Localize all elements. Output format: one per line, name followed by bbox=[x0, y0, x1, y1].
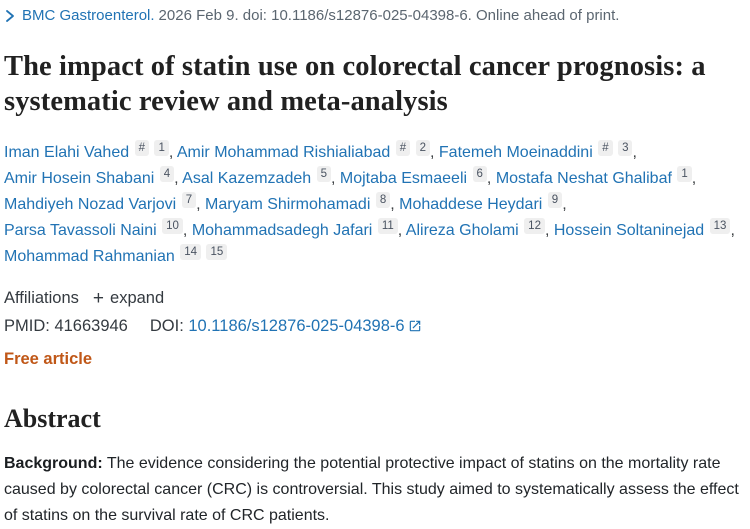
plus-icon: + bbox=[92, 287, 105, 309]
doi-link[interactable]: 10.1186/s12876-025-04398-6 bbox=[188, 317, 421, 335]
author-separator: , bbox=[562, 196, 567, 213]
author-separator: , bbox=[390, 196, 400, 213]
author-separator: , bbox=[730, 222, 735, 239]
author-separator: , bbox=[544, 222, 554, 239]
free-article-badge: Free article bbox=[4, 350, 93, 368]
identifiers-row: PMID: 41663946 DOI: 10.1186/s12876-025-04… bbox=[4, 317, 745, 338]
affiliation-number-badge[interactable]: 12 bbox=[524, 218, 545, 234]
abstract-background-paragraph: Background: The evidence considering the… bbox=[4, 451, 745, 529]
expand-label: expand bbox=[110, 289, 165, 307]
affiliation-number-badge[interactable]: 3 bbox=[618, 140, 633, 156]
author-separator: , bbox=[691, 170, 697, 187]
author-separator: , bbox=[430, 144, 439, 161]
affiliation-number-badge[interactable]: 1 bbox=[677, 166, 692, 182]
author-line: Iman Elahi Vahed # 1, Amir Mohammad Rish… bbox=[4, 140, 745, 166]
author-line: Mahdiyeh Nozad Varjovi 7, Maryam Shirmoh… bbox=[4, 192, 745, 218]
equal-contribution-badge[interactable]: # bbox=[395, 140, 411, 156]
affiliation-number-badge[interactable]: 4 bbox=[159, 166, 175, 182]
author-line: Parsa Tavassoli Naini 10, Mohammadsadegh… bbox=[4, 218, 745, 244]
doi-label: DOI: bbox=[149, 317, 184, 335]
author-link[interactable]: Mohammad Rahmanian bbox=[4, 248, 175, 265]
author-link[interactable]: Mahdiyeh Nozad Varjovi bbox=[4, 196, 177, 213]
author-link[interactable]: Amir Hosein Shabani bbox=[4, 170, 155, 187]
author-link[interactable]: Hossein Soltaninejad bbox=[553, 222, 705, 239]
author-separator: , bbox=[168, 144, 177, 161]
author-link[interactable]: Alireza Gholami bbox=[405, 222, 519, 239]
affiliations-row: Affiliations + expand bbox=[4, 289, 745, 308]
author-separator: , bbox=[632, 144, 637, 161]
citation-details: 2026 Feb 9. doi: 10.1186/s12876-025-0439… bbox=[158, 7, 620, 24]
affiliations-label: Affiliations bbox=[4, 289, 79, 307]
author-list: Iman Elahi Vahed # 1, Amir Mohammad Rish… bbox=[4, 140, 745, 270]
author-link[interactable]: Mostafa Neshat Ghalibaf bbox=[495, 170, 672, 187]
author-link[interactable]: Parsa Tavassoli Naini bbox=[4, 222, 157, 239]
affiliation-number-badge[interactable]: 9 bbox=[547, 192, 563, 208]
affiliation-number-badge[interactable]: 7 bbox=[181, 192, 197, 208]
author-separator: , bbox=[196, 196, 205, 213]
doi-group: DOI: 10.1186/s12876-025-04398-6 bbox=[150, 317, 422, 335]
affiliation-number-badge[interactable]: 6 bbox=[472, 166, 487, 182]
journal-citation-bar: BMC Gastroenterol. 2026 Feb 9. doi: 10.1… bbox=[4, 6, 745, 26]
article-title: The impact of statin use on colorectal c… bbox=[4, 51, 706, 117]
journal-name: BMC Gastroenterol. bbox=[22, 7, 155, 24]
pmid-value: 41663946 bbox=[54, 317, 128, 335]
affiliation-number-badge[interactable]: 10 bbox=[162, 218, 183, 234]
author-line: Amir Hosein Shabani 4, Asal Kazemzadeh 5… bbox=[4, 166, 745, 192]
affiliation-number-badge[interactable]: 5 bbox=[316, 166, 331, 182]
author-link[interactable]: Mohaddese Heydari bbox=[399, 196, 543, 213]
background-label: Background: bbox=[4, 455, 103, 472]
affiliation-number-badge[interactable]: 8 bbox=[375, 192, 391, 208]
affiliation-number-badge[interactable]: 11 bbox=[377, 218, 398, 234]
doi-value: 10.1186/s12876-025-04398-6 bbox=[188, 317, 405, 335]
author-link[interactable]: Fatemeh Moeinaddini bbox=[438, 144, 593, 161]
pmid-label: PMID: bbox=[4, 317, 50, 335]
expand-affiliations-button[interactable]: + expand bbox=[93, 289, 164, 308]
affiliation-number-badge[interactable]: 2 bbox=[415, 140, 430, 156]
author-link[interactable]: Mohammadsadegh Jafari bbox=[191, 222, 373, 239]
author-link[interactable]: Iman Elahi Vahed bbox=[4, 144, 130, 161]
affiliation-number-badge[interactable]: 13 bbox=[709, 218, 731, 234]
equal-contribution-badge[interactable]: # bbox=[134, 140, 149, 156]
author-separator: , bbox=[182, 222, 192, 239]
author-separator: , bbox=[174, 170, 183, 187]
affiliation-number-badge[interactable]: 1 bbox=[154, 140, 169, 156]
affiliation-number-badge[interactable]: 14 bbox=[180, 244, 201, 260]
affiliation-number-badge[interactable]: 15 bbox=[206, 244, 228, 260]
equal-contribution-badge[interactable]: # bbox=[598, 140, 613, 156]
author-separator: , bbox=[486, 170, 496, 187]
chevron-right-icon bbox=[4, 9, 16, 23]
author-separator: , bbox=[331, 170, 340, 187]
external-link-icon bbox=[408, 319, 422, 337]
author-line: Mohammad Rahmanian 14 15 bbox=[4, 244, 745, 270]
background-text: The evidence considering the potential p… bbox=[4, 455, 739, 524]
author-link[interactable]: Mojtaba Esmaeeli bbox=[339, 170, 468, 187]
author-separator: , bbox=[397, 222, 406, 239]
pmid-group: PMID: 41663946 bbox=[4, 317, 128, 335]
author-link[interactable]: Asal Kazemzadeh bbox=[182, 170, 312, 187]
journal-link[interactable]: BMC Gastroenterol. bbox=[4, 6, 155, 26]
article-page: BMC Gastroenterol. 2026 Feb 9. doi: 10.1… bbox=[4, 6, 745, 529]
abstract-heading: Abstract bbox=[4, 404, 101, 433]
author-link[interactable]: Maryam Shirmohamadi bbox=[204, 196, 371, 213]
author-link[interactable]: Amir Mohammad Rishialiabad bbox=[176, 144, 391, 161]
